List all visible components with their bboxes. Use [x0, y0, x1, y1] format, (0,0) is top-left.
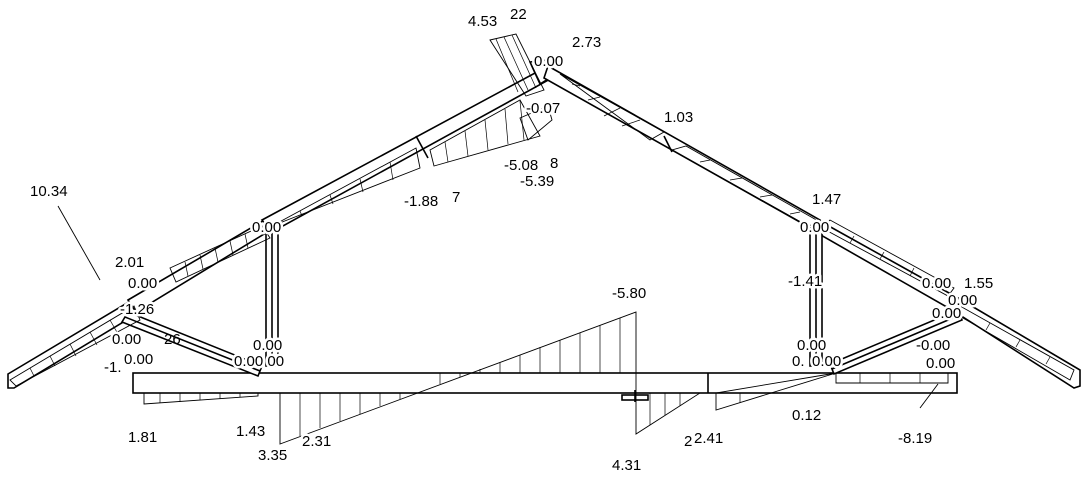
value-label: 0.00: [112, 331, 141, 348]
value-label: 22: [510, 6, 527, 23]
apex-moment: [489, 33, 553, 141]
value-label: -0.00: [916, 337, 950, 354]
truss-members: [7, 59, 1081, 402]
right-upper-rafter-moment: [559, 73, 822, 227]
value-label: 0.00: [252, 219, 281, 236]
value-label: 0.00: [812, 353, 841, 370]
value-label: -1.: [104, 359, 122, 376]
left-brace-inner: [124, 316, 261, 372]
value-label: 0.00: [124, 351, 153, 368]
value-label: 4.53: [468, 13, 497, 30]
value-label: 0.00: [800, 219, 829, 236]
value-label: 10.34: [30, 183, 68, 200]
value-label: 1.55: [964, 275, 993, 292]
value-label: -0.07: [526, 100, 560, 117]
value-label: -1.26: [120, 301, 154, 318]
right-eave-member: [950, 296, 1081, 389]
right-eave-moment: [955, 305, 1075, 381]
value-label: -1.88: [404, 193, 438, 210]
value-label: 1.47: [812, 191, 841, 208]
value-label: 1.43: [236, 423, 265, 440]
left-upper-rafter-moment: [271, 99, 541, 227]
value-label: 2: [684, 433, 692, 450]
value-label: 0.00: [534, 53, 563, 70]
leader-10-34: [57, 205, 101, 281]
value-label: 0.12: [792, 407, 821, 424]
right-rafter-joint: [663, 135, 673, 153]
value-label: 0.00: [926, 355, 955, 372]
left-eave-moment: [9, 305, 141, 387]
value-label: 3.35: [258, 447, 287, 464]
leader-minus-8-19: [919, 383, 939, 409]
ceiling-joist-moment: [143, 311, 949, 445]
left-lower-rafter-moment: [169, 225, 271, 283]
moment-value-labels: 10.34 2.01 0.00 -1.26 0.00 26 0.00 -1. 1…: [30, 6, 993, 474]
value-label: 0.00: [797, 337, 826, 354]
value-label: 0.00: [128, 275, 157, 292]
value-label: 1.81: [128, 429, 157, 446]
right-lower-rafter: [810, 218, 960, 312]
right-lower-rafter-moment: [821, 219, 955, 297]
value-label: 2.31: [302, 433, 331, 450]
value-label: 2.73: [572, 34, 601, 51]
value-label: 0.: [792, 353, 805, 370]
value-label: 2.41: [694, 430, 723, 447]
value-label: -5.80: [612, 285, 646, 302]
value-label: 7: [452, 189, 460, 206]
value-label: -5.39: [520, 173, 554, 190]
left-rafter-joint: [415, 135, 429, 159]
value-label: -8.19: [898, 430, 932, 447]
value-label: 4.31: [612, 457, 641, 474]
value-label: 0.00: [253, 337, 282, 354]
value-label: 26: [164, 331, 181, 348]
right-upper-rafter: [543, 64, 822, 232]
value-label: 2.01: [115, 254, 144, 271]
value-label: 8: [550, 155, 558, 172]
value-label: 0.00: [932, 305, 961, 322]
value-label: 0.00: [948, 292, 977, 309]
moment-diagrams: [9, 33, 1075, 445]
value-label: 0.00 00: [234, 353, 284, 370]
value-label: 1.03: [664, 109, 693, 126]
right-brace-inner: [831, 314, 961, 370]
value-label: -5.08: [504, 157, 538, 174]
value-label: -1.41: [788, 273, 822, 290]
value-label: 0.00: [922, 275, 951, 292]
